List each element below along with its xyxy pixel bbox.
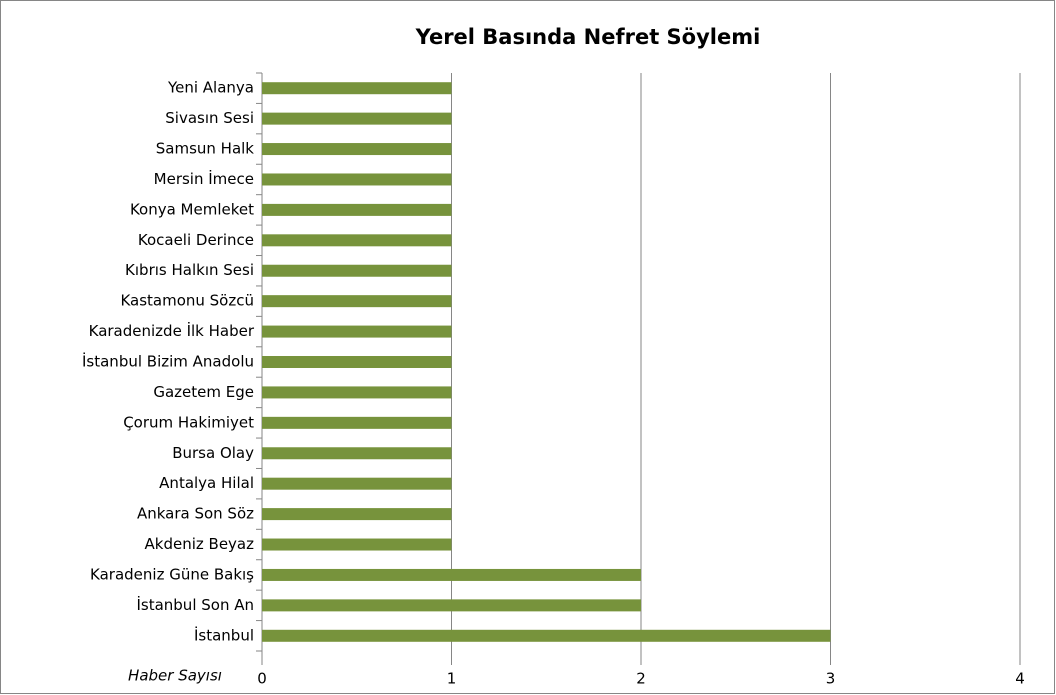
- x-axis-label: Haber Sayısı: [128, 667, 222, 685]
- bar: [262, 234, 452, 247]
- bar: [262, 538, 452, 551]
- bar: [262, 82, 452, 95]
- y-tick-label: Karadenizde İlk Haber: [89, 321, 255, 340]
- bar: [262, 356, 452, 368]
- bar: [262, 599, 641, 612]
- y-tick-label: İstanbul: [194, 625, 254, 644]
- y-tick-label: Kastamonu Sözcü: [120, 292, 254, 310]
- bar: [262, 386, 452, 399]
- y-tick-label: Akdeniz Beyaz: [145, 535, 255, 553]
- y-tick-label: İstanbul Son An: [136, 595, 254, 614]
- bar: [262, 629, 831, 642]
- y-tick-label: Samsun Halk: [156, 140, 255, 158]
- bar: [262, 508, 452, 521]
- bar: [262, 112, 452, 125]
- y-tick-label: İstanbul Bizim Anadolu: [82, 352, 254, 371]
- y-tick-label: Bursa Olay: [172, 444, 254, 462]
- bar: [262, 477, 452, 490]
- x-tick-label: 0: [257, 670, 267, 688]
- bar: [262, 447, 452, 460]
- y-tick-label: Ankara Son Söz: [137, 505, 254, 523]
- bar: [262, 568, 641, 581]
- bar: [262, 143, 452, 156]
- chart-title: Yerel Basında Nefret Söylemi: [415, 25, 761, 49]
- y-tick-label: Sivasın Sesi: [165, 109, 254, 127]
- y-tick-label: Konya Memleket: [130, 200, 254, 218]
- bar: [262, 173, 452, 186]
- y-tick-label: Kocaeli Derince: [138, 231, 254, 249]
- bar: [262, 264, 452, 277]
- x-tick-label: 2: [636, 670, 646, 688]
- y-tick-label: Antalya Hilal: [159, 474, 254, 492]
- bar: [262, 203, 452, 216]
- y-tick-label: Kıbrıs Halkın Sesi: [125, 261, 254, 279]
- x-tick-label: 1: [447, 670, 457, 688]
- y-tick-label: Karadeniz Güne Bakış: [90, 565, 254, 583]
- bar: [262, 325, 452, 338]
- bar: [262, 416, 452, 429]
- y-tick-label: Gazetem Ege: [153, 383, 254, 401]
- y-tick-label: Yeni Alanya: [167, 79, 254, 97]
- x-tick-label: 4: [1015, 670, 1025, 688]
- y-tick-label: Çorum Hakimiyet: [123, 413, 254, 431]
- y-tick-label: Mersin İmece: [154, 169, 254, 188]
- bar: [262, 295, 452, 308]
- x-tick-label: 3: [826, 670, 836, 688]
